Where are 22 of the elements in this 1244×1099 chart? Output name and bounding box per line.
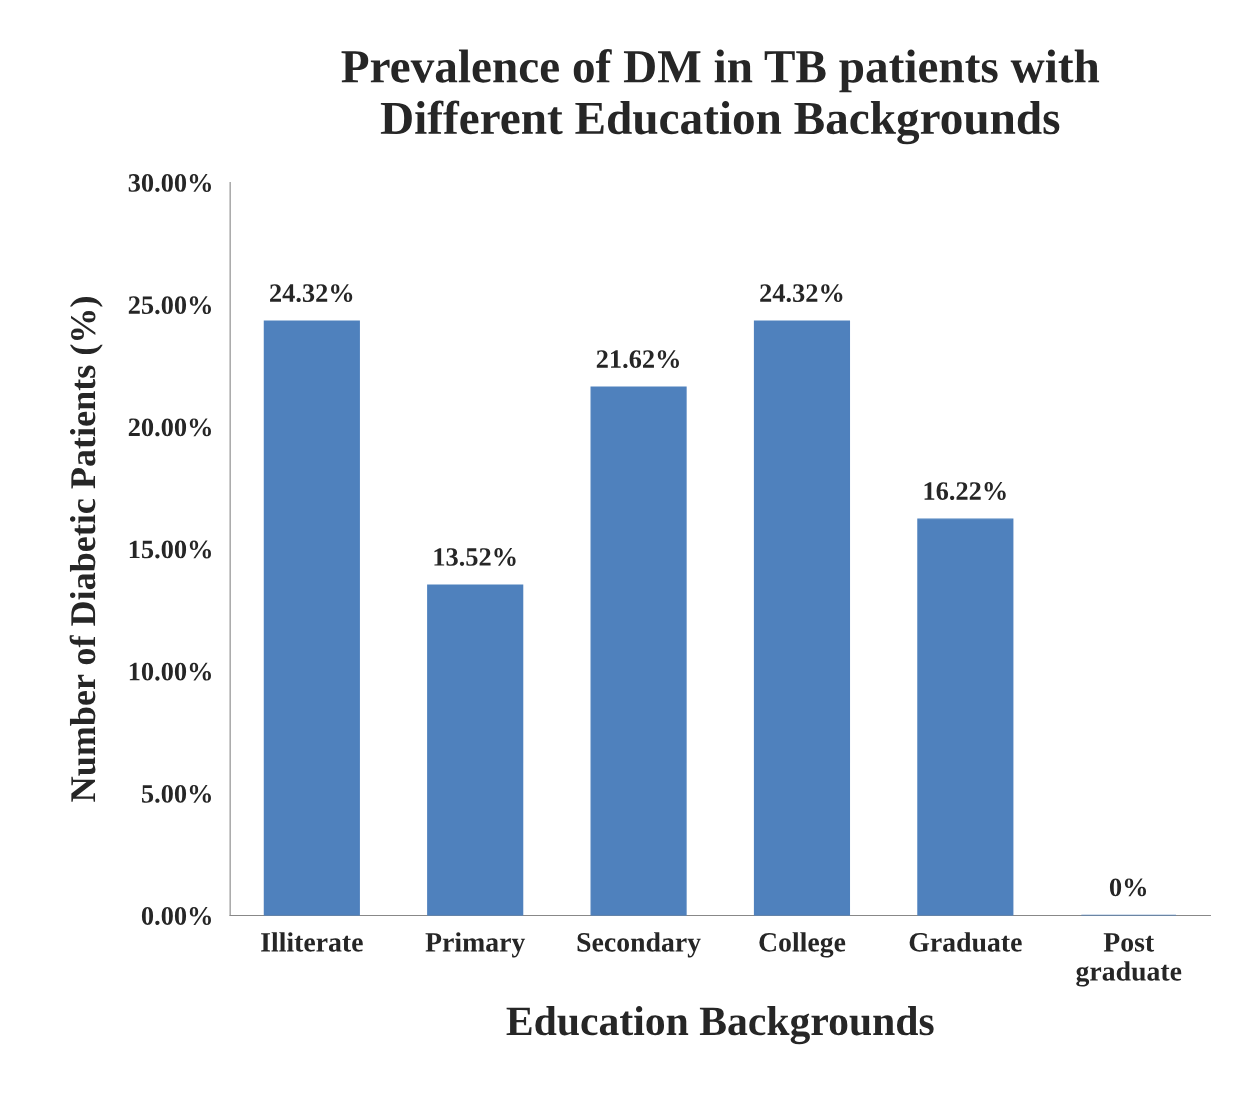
y-axis-title: Number of Diabetic Patients (%) [69, 297, 103, 802]
x-tick-label: Post graduate [1076, 933, 1182, 987]
x-axis-title: Education Backgrounds [506, 1006, 934, 1045]
y-tick-label: 30.00% [128, 174, 211, 192]
y-tick-label: 5.00% [141, 784, 211, 803]
y-tick-label: 15.00% [129, 540, 211, 559]
y-tick-label: 25.00% [128, 296, 211, 315]
chart-title: Prevalence of DM in TB patients with Different Education Backgrounds [341, 48, 1100, 145]
data-label: 16.22% [924, 482, 1006, 501]
y-tick-label: 20.00% [128, 418, 211, 437]
x-tick-label: College [759, 932, 846, 958]
data-label: 21.62% [596, 350, 679, 369]
x-tick-label: Illiterate [261, 932, 363, 952]
x-tick-label: Graduate [909, 932, 1022, 952]
x-tick-label: Secondary [577, 932, 701, 958]
x-tick-label: Primary [425, 932, 526, 958]
data-label: 13.52% [434, 548, 516, 566]
data-label: 24.32% [270, 284, 353, 303]
y-tick-label: 0.00% [141, 907, 211, 925]
data-label: 24.32% [760, 284, 843, 303]
y-tick-label: 10.00% [129, 662, 211, 681]
data-label: 0% [1109, 878, 1147, 897]
